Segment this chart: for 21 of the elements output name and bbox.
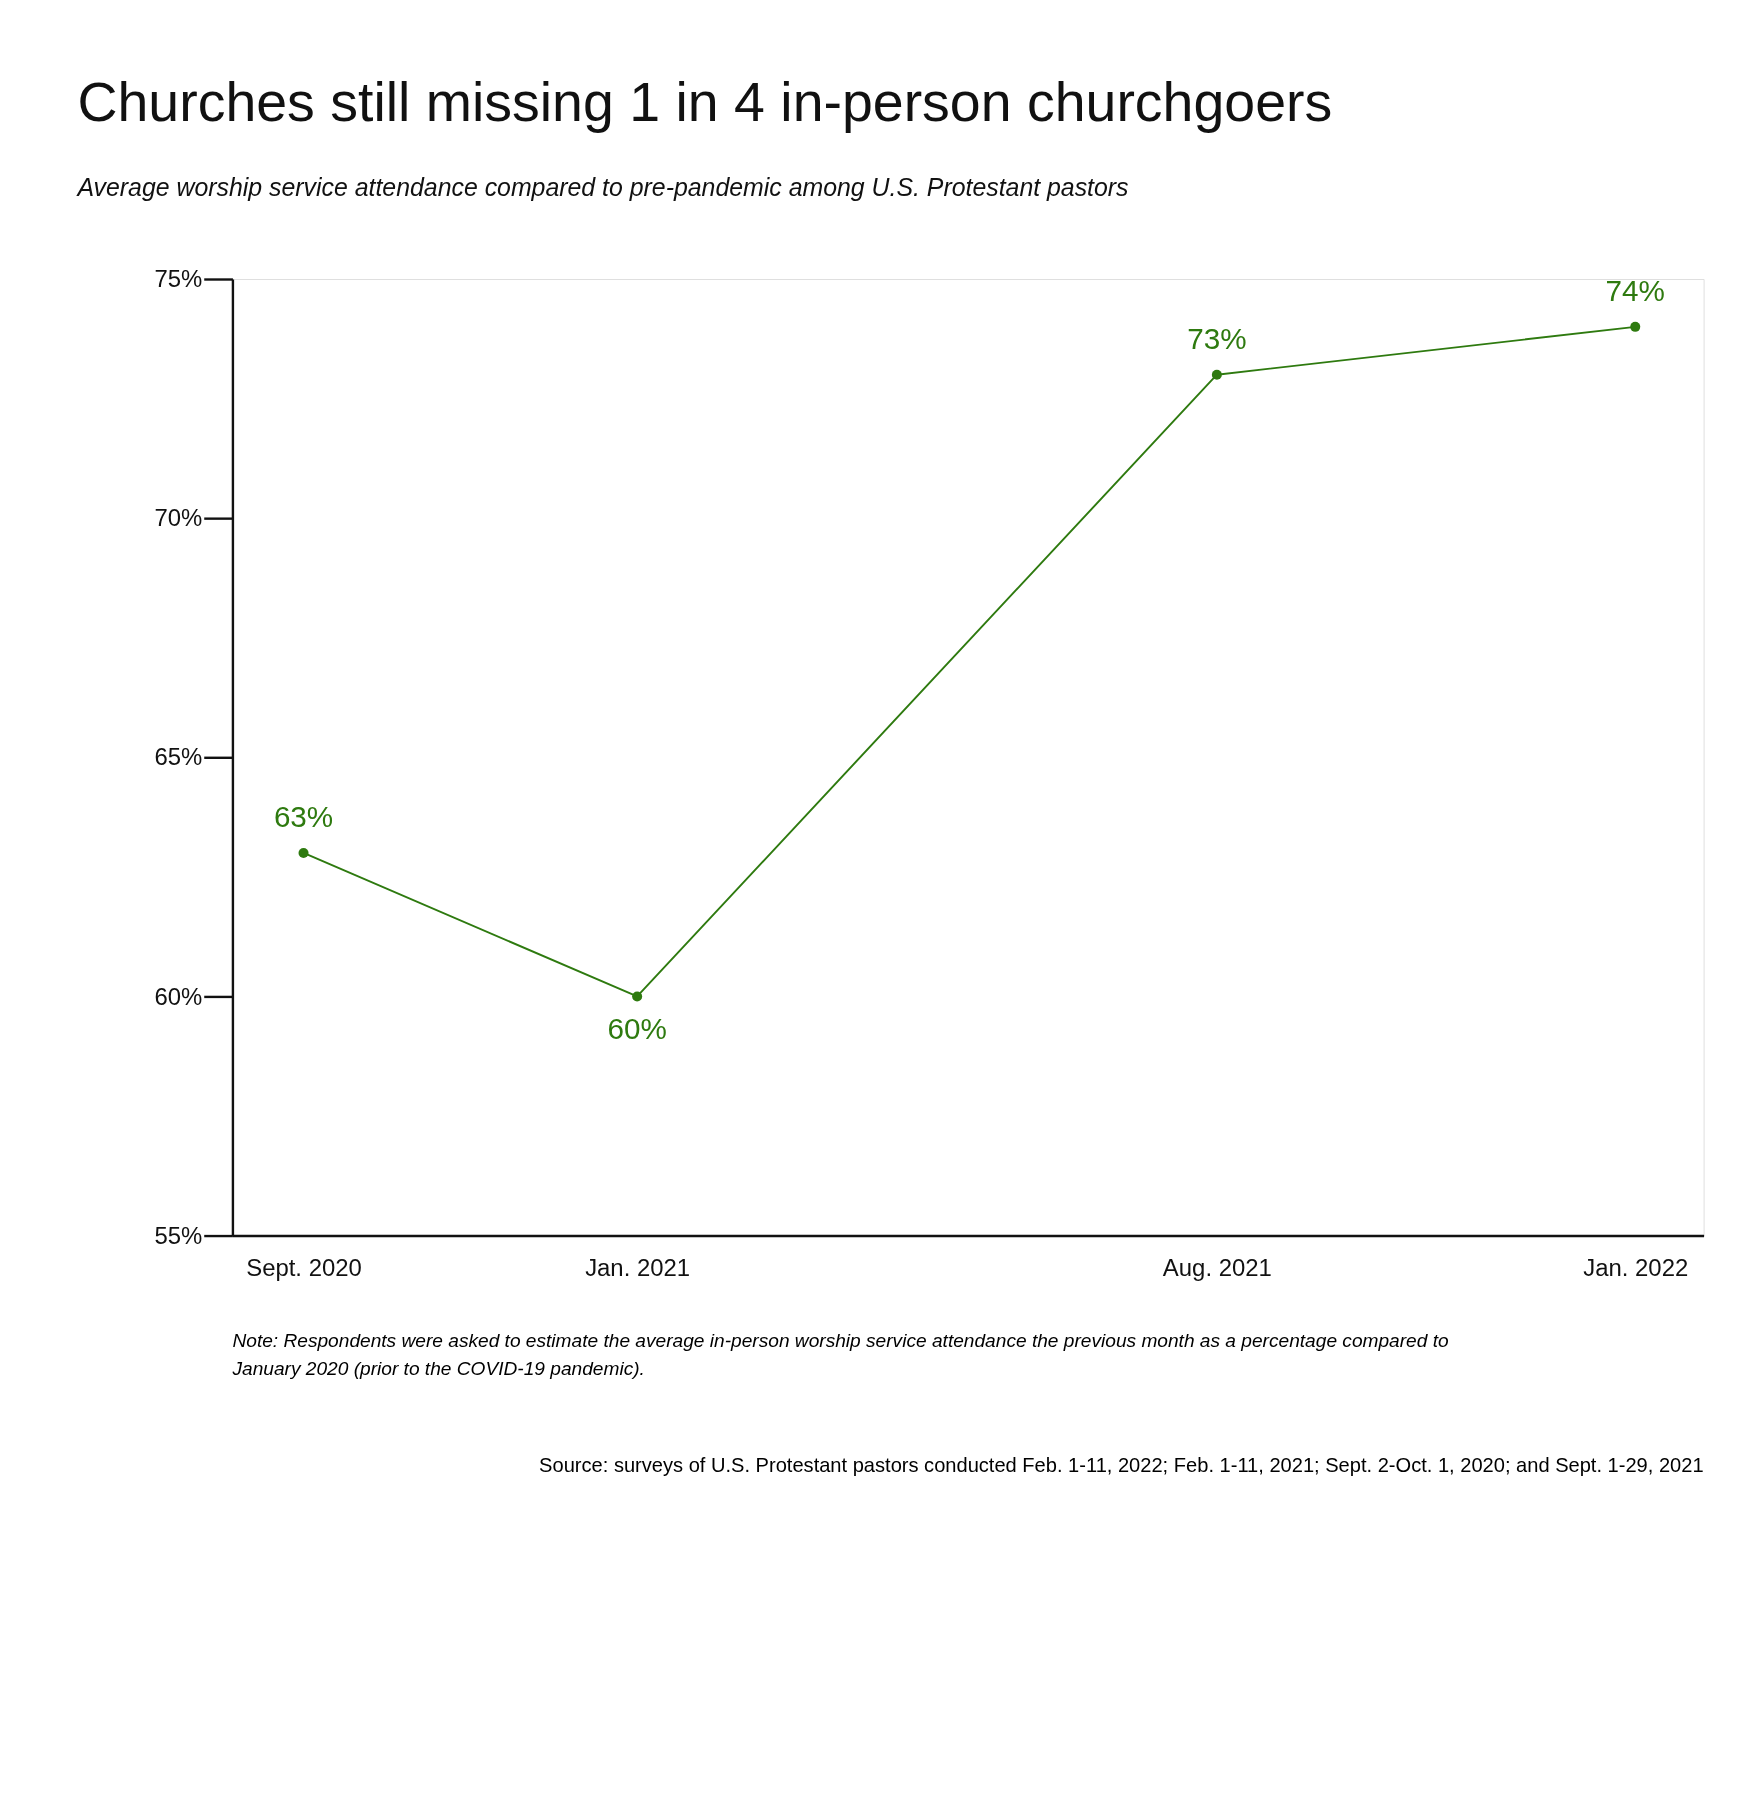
data-label: 63% xyxy=(273,800,334,834)
y-tick-label: 60% xyxy=(154,982,203,1010)
data-label: 73% xyxy=(1187,321,1247,355)
point xyxy=(1630,321,1641,332)
data-label: 60% xyxy=(607,1012,667,1046)
x-tick-label: Sept. 2020 xyxy=(246,1254,362,1282)
x-tick-label: Jan. 2021 xyxy=(585,1254,691,1282)
source-note: Source: surveys of U.S. Protestant pastors conducted Feb. 1-11, 2022; Feb. 1-11, 2021; Sept. 2-Oct. 1, 2020; and Sept. 1-29, 2021 xyxy=(539,1453,1704,1476)
x-tick-label: Jan. 2022 xyxy=(1583,1254,1689,1282)
y-tick-label: 70% xyxy=(154,504,203,532)
x-tick-label: Aug. 2021 xyxy=(1162,1254,1272,1282)
point xyxy=(632,991,643,1002)
point xyxy=(1211,369,1222,380)
point xyxy=(298,847,309,858)
y-tick-label: 75% xyxy=(154,265,203,293)
y-tick-label: 55% xyxy=(154,1221,203,1249)
text: Note: Respondents were asked to estimate the average in-person worship service attendance the previous month as a percentage compared to January 2020 (prior to the COVID-19 pandemic). xyxy=(231,1329,1450,1380)
chart-title: Churches still missing 1 in 4 in-person churchgoers xyxy=(77,71,1333,134)
chart-subtitle: Average worship service attendance compared to pre-pandemic among U.S. Protestant pastors xyxy=(75,172,1129,201)
y-tick-label: 65% xyxy=(154,743,203,771)
data-label: 74% xyxy=(1605,274,1665,308)
